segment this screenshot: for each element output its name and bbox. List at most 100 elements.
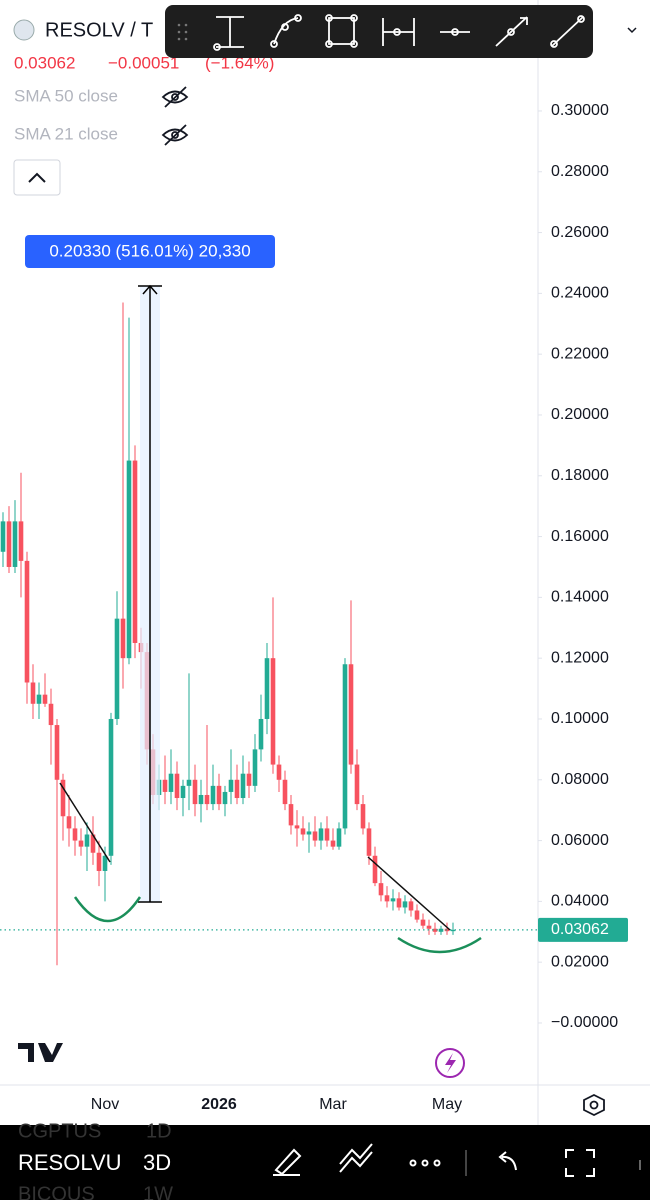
candle-body	[282, 779, 288, 805]
candle-body	[60, 779, 66, 817]
faded-symbol: CGPTUS	[18, 1120, 101, 1142]
candle-body	[0, 521, 6, 552]
candle-body	[324, 828, 330, 841]
candle-body	[48, 703, 54, 726]
candle-body	[30, 682, 36, 704]
symbol[interactable]: RESOLV / T	[45, 19, 153, 41]
candle-body	[192, 779, 198, 805]
settings-icon[interactable]	[583, 1093, 605, 1117]
candle-body	[36, 694, 42, 704]
x-tick-label: May	[432, 1096, 462, 1113]
y-tick-label: 0.22000	[551, 345, 609, 362]
candle-body	[360, 804, 366, 829]
candle-body	[300, 828, 306, 835]
candle-body	[114, 618, 120, 719]
candle-body	[84, 834, 90, 847]
y-tick-label: 0.26000	[551, 224, 609, 241]
candle-body	[174, 773, 180, 799]
candle-body	[78, 840, 84, 847]
trend-line	[367, 856, 451, 931]
drawing-toolbar	[165, 5, 593, 58]
dropdown[interactable]	[627, 27, 637, 34]
collapse-button[interactable]	[13, 159, 61, 196]
indicator[interactable]: SMA 21 close	[14, 124, 118, 143]
faded-symbol: BICOUS	[18, 1183, 95, 1200]
logo	[18, 1043, 63, 1062]
candle-body	[270, 658, 276, 765]
candle-body	[288, 804, 294, 826]
measure-arrow	[142, 284, 158, 295]
y-tick-label: 0.08000	[551, 771, 609, 788]
candle-body	[414, 910, 420, 920]
candle-body	[264, 658, 270, 719]
candle-body	[294, 825, 300, 829]
bottom-icons[interactable]	[273, 1143, 641, 1177]
candle-body	[330, 840, 336, 847]
y-tick-label: −0.00000	[551, 1014, 618, 1031]
faded-interval: 1D	[146, 1120, 172, 1142]
candle-body	[222, 791, 228, 805]
candle-body	[312, 831, 318, 841]
candle-body	[384, 895, 390, 902]
measure-label: 0.20330 (516.01%) 20,330	[49, 241, 250, 260]
bottom-bar	[0, 1125, 650, 1200]
candle-body	[240, 773, 246, 799]
collapse-icon	[28, 172, 46, 183]
candle-body	[408, 901, 414, 911]
toolbar-icons	[177, 14, 585, 51]
candle-body	[66, 816, 72, 829]
candle-body	[318, 828, 324, 841]
candle-body	[234, 779, 240, 799]
faded-interval: 1W	[143, 1183, 173, 1200]
arc	[73, 896, 142, 923]
candle-body	[216, 785, 222, 805]
y-tick-label: 0.02000	[551, 953, 609, 970]
candle-body	[306, 831, 312, 835]
candle-body	[132, 460, 138, 643]
candle-body	[396, 898, 402, 908]
change-pct: (−1.64%)	[205, 53, 274, 72]
candle-body	[126, 460, 132, 659]
candle-body	[342, 664, 348, 829]
candle-body	[120, 618, 126, 659]
candle-body	[96, 852, 102, 871]
candle-body	[102, 855, 108, 871]
hide-icons	[161, 86, 189, 146]
y-tick-label: 0.04000	[551, 893, 609, 910]
candle-body	[54, 725, 60, 780]
candle-body	[186, 779, 192, 786]
candle-body	[426, 925, 432, 929]
arc	[397, 936, 482, 954]
candle-body	[354, 764, 360, 805]
y-tick-label: 0.28000	[551, 163, 609, 180]
candle-body	[24, 560, 30, 683]
candle-body	[258, 718, 264, 750]
candle-body	[42, 694, 48, 704]
candle-body	[276, 764, 282, 780]
event-icon[interactable]	[435, 1048, 465, 1078]
x-tick-label: Mar	[319, 1096, 347, 1113]
trend-line	[59, 782, 111, 863]
settings-icon-dot	[589, 1100, 599, 1110]
bottom-interval[interactable]: 3D	[143, 1150, 171, 1175]
y-tick-label: 0.14000	[551, 589, 609, 606]
candle-body	[432, 928, 438, 932]
candle-body	[378, 883, 384, 896]
y-tick-label: 0.18000	[551, 467, 609, 484]
y-tick-label: 0.16000	[551, 528, 609, 545]
candle-body	[204, 794, 210, 805]
candle-body	[168, 773, 174, 792]
candle-body	[402, 901, 408, 908]
last-price: 0.03062	[14, 53, 75, 72]
candle-body	[162, 779, 168, 792]
x-tick-label: Nov	[91, 1096, 119, 1113]
candle-body	[108, 718, 114, 856]
indicator[interactable]: SMA 50 close	[14, 86, 118, 105]
x-tick-label: 2026	[201, 1096, 237, 1113]
bottom-symbol[interactable]: RESOLVU	[18, 1150, 122, 1175]
change: −0.00051	[108, 53, 179, 72]
axis: −0.00000 0.02000 0.04000 0.06000 0.08000 0.10…	[91, 102, 628, 1113]
measure-label-box	[25, 235, 275, 268]
y-tick-label: 0.10000	[551, 710, 609, 727]
